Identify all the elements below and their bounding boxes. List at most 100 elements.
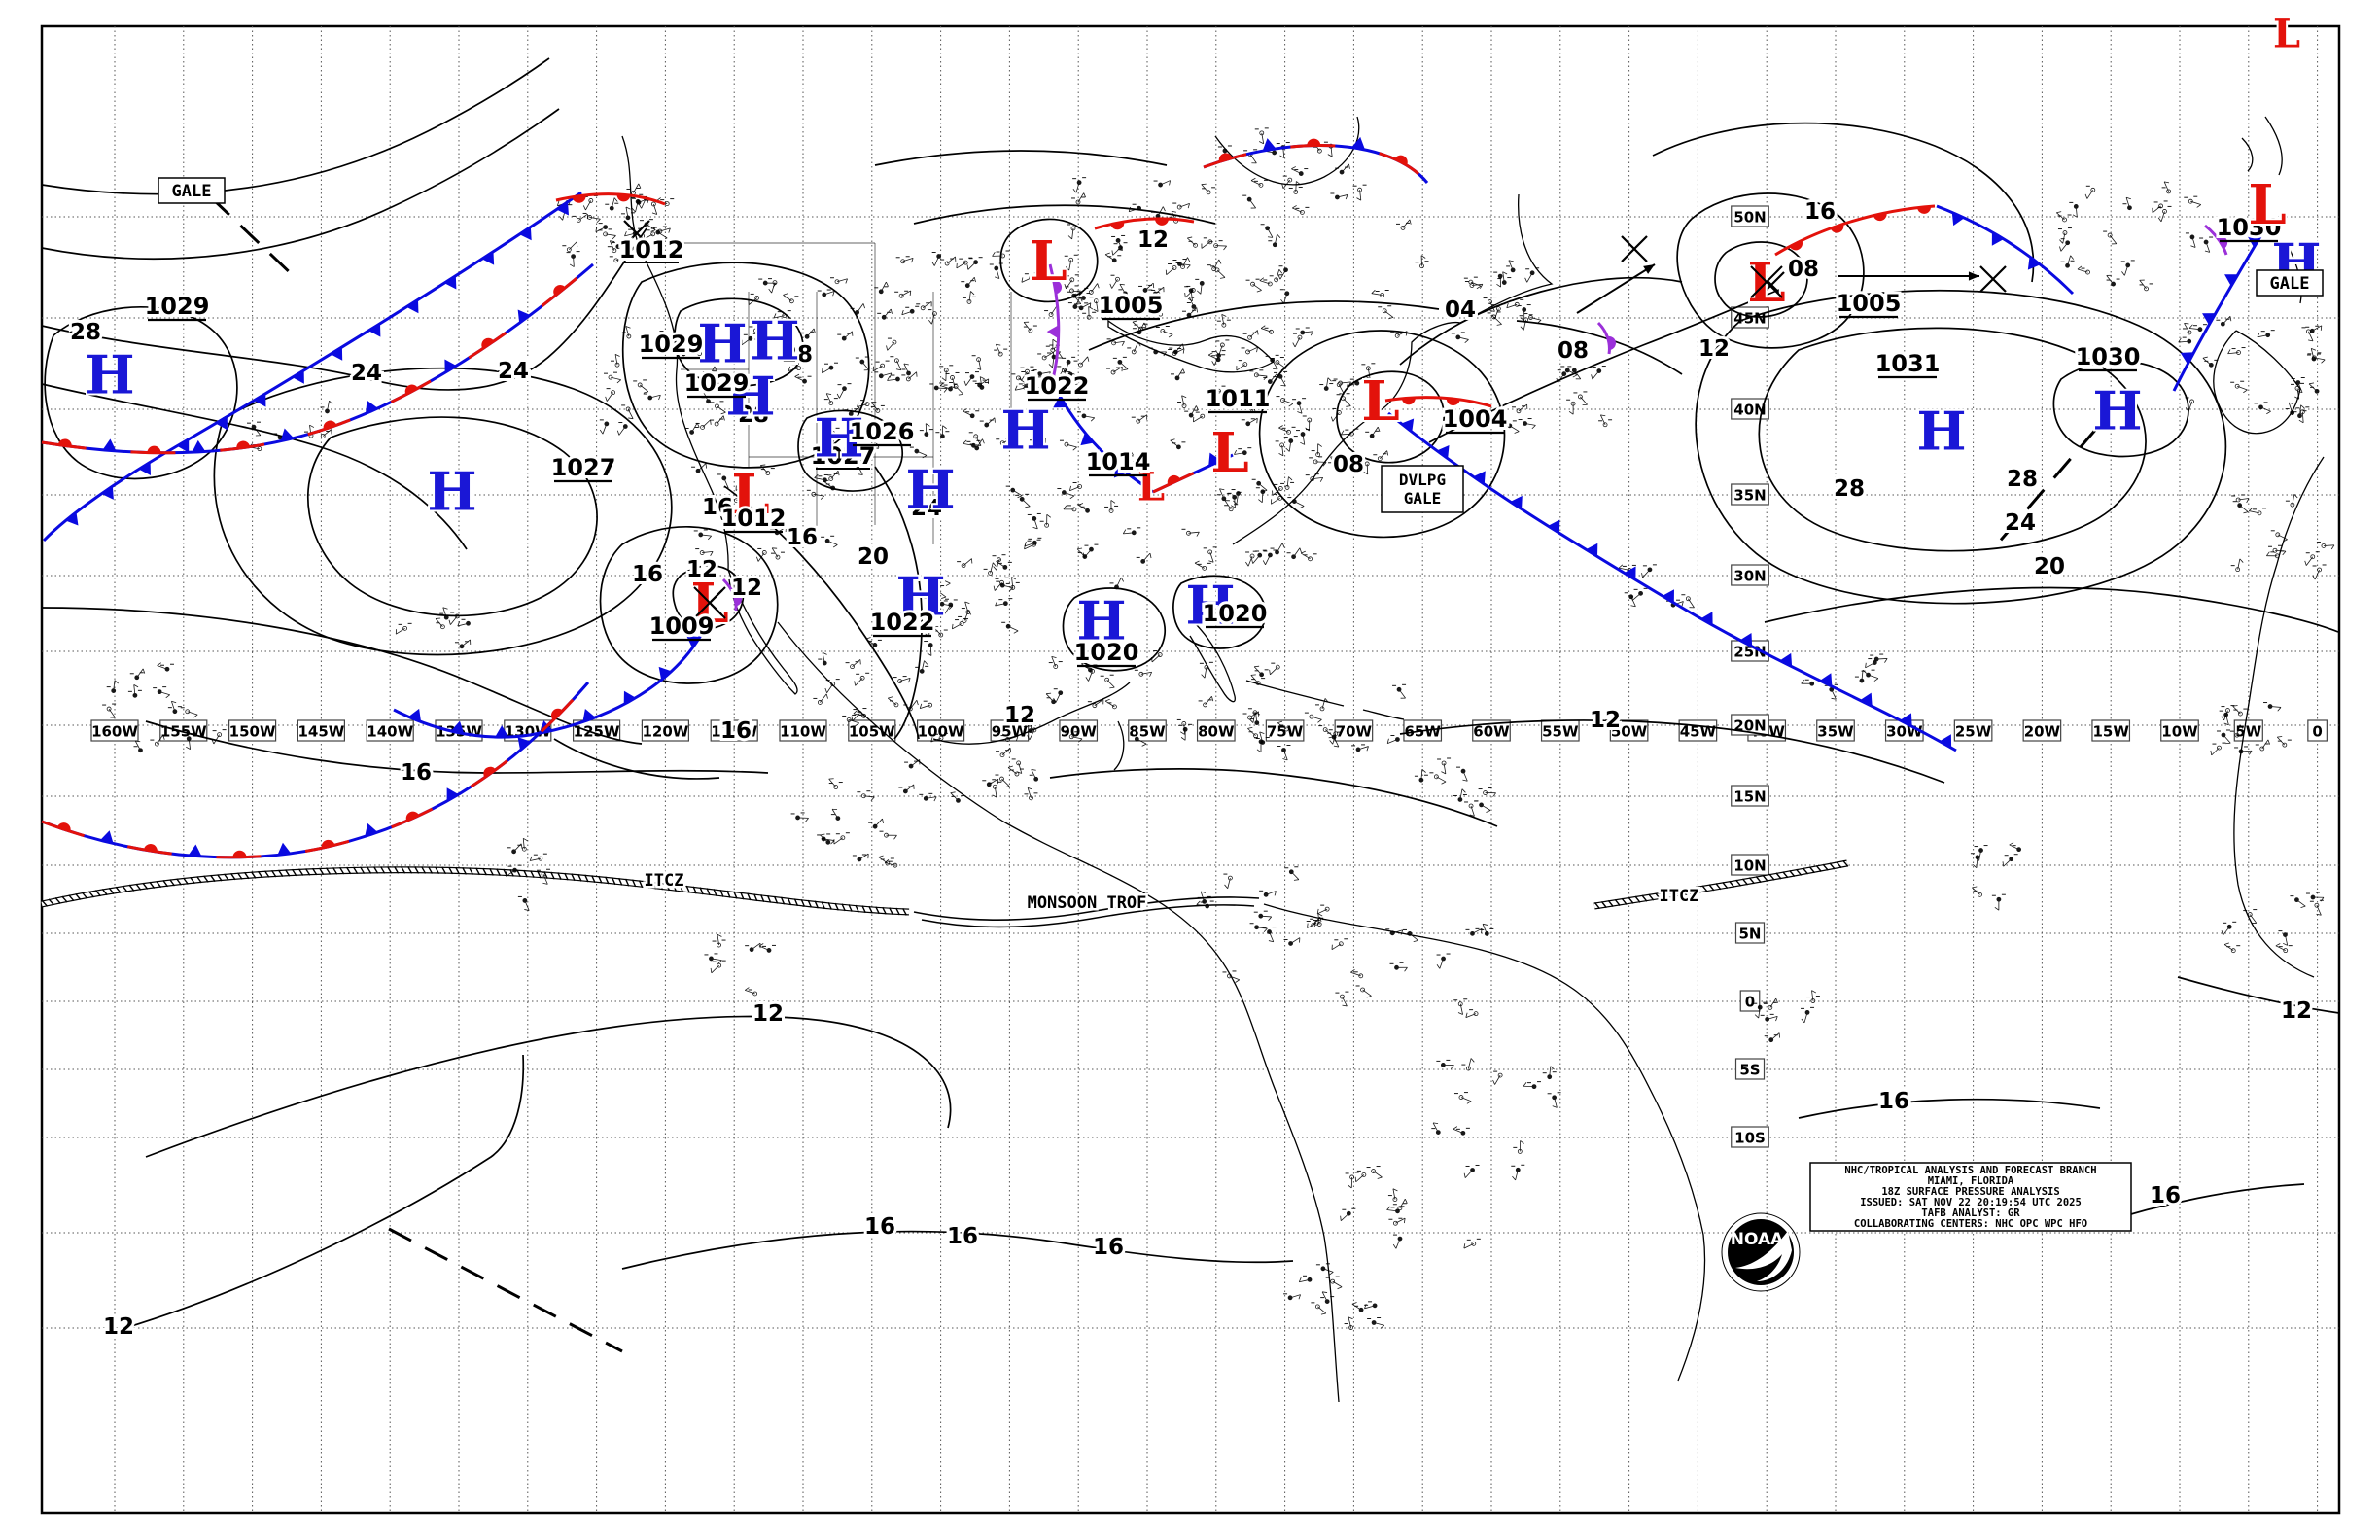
wind-barb-icon	[2257, 332, 2260, 337]
station-plot	[935, 425, 950, 439]
wind-barb-icon	[964, 601, 970, 605]
warm-front-line	[555, 192, 666, 206]
itcz-band-west-hatch	[149, 881, 156, 890]
wind-barb-icon	[450, 615, 458, 625]
station-plot	[1000, 735, 1019, 742]
station-plot	[1371, 289, 1389, 298]
wind-barb-icon	[641, 198, 647, 209]
station-circle-icon	[1278, 486, 1283, 491]
wind-barb-icon	[1176, 368, 1184, 379]
wind-barb-icon	[920, 704, 930, 709]
wind-barb-icon	[1268, 940, 1274, 943]
wind-barb-icon	[2299, 404, 2301, 416]
itcz-band-west-hatch	[94, 890, 101, 897]
station-plot	[1082, 305, 1097, 320]
station-circle-icon	[185, 709, 191, 715]
wind-barb-icon	[1994, 906, 2000, 911]
wind-barb-icon	[1085, 677, 1089, 682]
wind-barb-icon	[1149, 672, 1153, 677]
station-plot	[989, 262, 1003, 279]
wind-barb-icon	[602, 423, 608, 435]
wind-barb-icon	[1087, 356, 1090, 362]
station-plot	[1053, 688, 1064, 703]
wind-barb-icon	[963, 611, 969, 621]
wind-barb-icon	[1045, 376, 1051, 379]
wind-barb-icon	[1302, 434, 1306, 445]
wind-barb-icon	[1365, 376, 1371, 380]
wind-barb-icon	[186, 746, 191, 750]
station-plot	[919, 423, 933, 438]
station-circle-icon	[1249, 553, 1255, 559]
wind-barb-icon	[2296, 899, 2306, 907]
station-plot	[1591, 366, 1606, 380]
wind-barb-icon	[2196, 204, 2201, 208]
station-plot	[2056, 211, 2072, 223]
isobar	[1714, 241, 1808, 318]
station-plot	[1341, 428, 1359, 437]
wind-barb-icon	[613, 197, 618, 202]
station-plot	[2285, 402, 2295, 415]
isobar	[1758, 327, 2147, 552]
station-plot	[1024, 787, 1038, 801]
station-circle-icon	[566, 247, 572, 253]
wind-barb-icon	[2222, 927, 2230, 936]
station-circle-icon	[2237, 711, 2243, 717]
stationary-front-line	[1152, 453, 1234, 494]
wind-barb-icon	[723, 477, 729, 489]
station-plot	[1059, 439, 1077, 451]
wind-barb-icon	[2285, 934, 2289, 946]
station-plot	[1234, 447, 1252, 456]
station-circle-icon	[1341, 396, 1346, 402]
center-pressure-value: 1020	[1203, 600, 1268, 627]
station-circle-icon	[1433, 774, 1439, 780]
isobar	[1049, 768, 1498, 827]
stationary-front	[1203, 136, 1429, 184]
wind-barb-icon	[1599, 414, 1606, 425]
station-plot	[2210, 742, 2226, 756]
station-plot	[2312, 564, 2327, 580]
high-pressure-center: H	[750, 309, 799, 371]
station-circle-icon	[2314, 902, 2320, 908]
wind-barb-icon	[1494, 308, 1499, 320]
wind-barb-icon	[1342, 1004, 1348, 1007]
cold-front-triangle-icon	[2027, 256, 2041, 270]
wind-barb-icon	[624, 232, 636, 237]
station-plot	[806, 489, 824, 500]
station-plot	[595, 223, 609, 233]
station-plot	[756, 547, 767, 562]
wind-barb-icon	[962, 410, 973, 417]
itcz-band-west-hatch	[699, 887, 704, 895]
wind-barb-icon	[986, 417, 996, 426]
station-plot	[1456, 766, 1468, 782]
station-circle-icon	[976, 357, 982, 363]
wind-barb-icon	[901, 309, 904, 315]
station-plot	[845, 659, 861, 670]
wind-barb-icon	[1972, 864, 1978, 868]
station-plot	[735, 480, 748, 491]
wind-barb-icon	[638, 183, 642, 189]
station-circle-icon	[1005, 737, 1010, 742]
wind-barb-icon	[1472, 928, 1483, 934]
warm-front-line	[1094, 217, 1195, 230]
station-circle-icon	[1602, 422, 1608, 428]
station-plot	[1309, 456, 1327, 467]
station-circle-icon	[1203, 702, 1208, 708]
wind-barb-icon	[717, 934, 719, 946]
station-plot	[1524, 267, 1540, 283]
station-plot	[620, 206, 635, 221]
station-plot	[1315, 698, 1329, 712]
cold-front-triangle-icon	[1401, 418, 1415, 433]
wind-barb-icon	[970, 291, 975, 296]
station-circle-icon	[965, 610, 971, 614]
station-plot	[133, 740, 143, 753]
wind-barb-icon	[1311, 716, 1322, 720]
wind-barb-icon	[1072, 446, 1077, 451]
wind-barb-icon	[1111, 250, 1114, 256]
wind-barb-icon	[1480, 284, 1484, 289]
wind-barb-icon	[165, 694, 170, 699]
wind-barb-icon	[956, 262, 966, 269]
wind-barb-icon	[1288, 402, 1294, 407]
wind-barb-icon	[1333, 745, 1339, 748]
station-circle-icon	[752, 991, 758, 997]
station-plot	[605, 197, 619, 211]
